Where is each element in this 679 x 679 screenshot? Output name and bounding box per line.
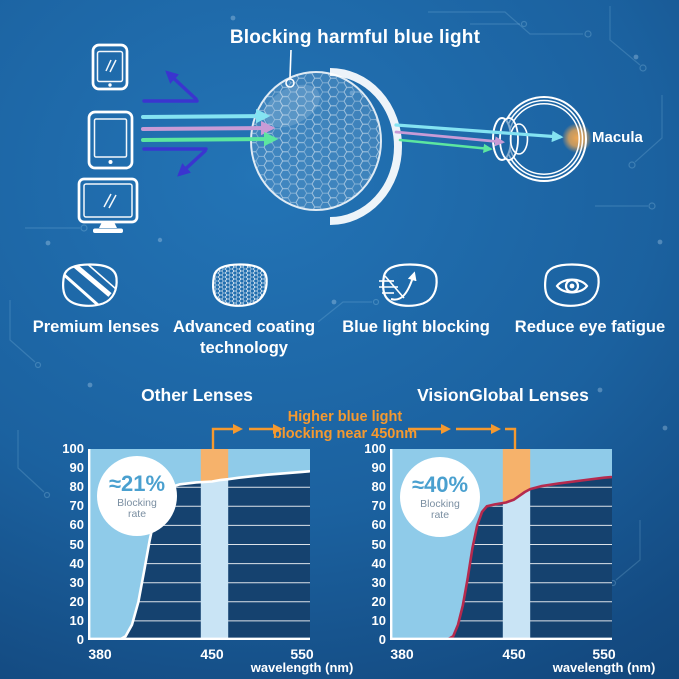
honeycomb-coating	[252, 73, 380, 209]
y-tick-label: 0	[378, 632, 386, 647]
main-title: Blocking harmful blue light	[229, 27, 481, 48]
cyan-ray-incoming	[141, 108, 271, 124]
smartphone-icon	[91, 43, 129, 91]
reflected-blue-light-arrow-top	[165, 70, 198, 101]
x-tick-label: 550	[592, 646, 616, 662]
left-blocking-rate-sublabel: Blocking rate	[117, 497, 157, 520]
feature-label-premium-lenses: Premium lenses	[32, 318, 160, 336]
y-tick-label: 80	[69, 479, 84, 495]
annotation-line-2: blocking near 450nm	[272, 425, 418, 442]
x-tick-label: 450	[200, 646, 224, 662]
monitor-icon	[77, 177, 139, 233]
y-tick-label: 30	[69, 574, 84, 590]
device-icons	[77, 43, 139, 233]
blocking-annotation: Higher blue light blocking near 450nm	[270, 409, 420, 442]
right-blocking-rate-value: ≈40%	[411, 472, 469, 497]
left-blocking-rate-badge: ≈21% Blocking rate	[97, 456, 177, 536]
y-tick-label: 50	[371, 536, 386, 552]
advanced-coating-icon	[212, 263, 268, 307]
transmission-curve	[400, 475, 612, 640]
y-tick-label: 10	[69, 612, 84, 628]
eye-diagram	[492, 96, 592, 182]
right-blocking-rate-badge: ≈40% Blocking rate	[400, 457, 480, 537]
y-tick-label: 0	[76, 632, 84, 647]
x-tick-label: 380	[88, 646, 112, 662]
right-blocking-rate-sublabel: Blocking rate	[420, 498, 460, 521]
macula-glow	[562, 123, 592, 153]
y-tick-label: 50	[69, 536, 84, 552]
x-tick-label: 380	[390, 646, 414, 662]
reflected-blue-light-arrow-bottom	[177, 149, 207, 177]
y-tick-label: 40	[69, 555, 84, 571]
eye-lens	[509, 123, 529, 155]
y-tick-label: 70	[69, 498, 84, 514]
left-chart-xlabel: wavelength (nm)	[250, 660, 354, 675]
y-tick-label: 80	[371, 479, 386, 495]
tablet-icon	[87, 110, 134, 170]
blue-light-blocking-icon	[379, 263, 438, 307]
cyan-ray-to-macula	[394, 123, 564, 143]
lens-rim	[329, 68, 402, 225]
green-ray-to-eye	[398, 138, 493, 154]
cornea	[492, 117, 512, 161]
macula-label: Macula	[592, 129, 643, 146]
feature-label-blue-light-blocking: Blue light blocking	[342, 318, 490, 336]
visionglobal-lenses-chart: 0 10 20 30 40 50 60 70 80 90 100 380 450 550 wavelen…	[357, 440, 657, 679]
y-tick-label: 100	[364, 441, 386, 456]
y-tick-label: 20	[69, 593, 84, 609]
y-tick-label: 30	[371, 574, 386, 590]
y-tick-label: 70	[371, 498, 386, 514]
y-tick-label: 10	[371, 612, 386, 628]
title-pointer-line	[285, 49, 295, 88]
other-lenses-chart: 0 10 20 30 40 50 60 70 80 90 100 380 450 550 wavelen…	[55, 440, 355, 679]
annotation-line-1: Higher blue light	[287, 409, 403, 425]
y-tick-label: 90	[69, 460, 84, 476]
coated-lens-graphic	[250, 68, 402, 225]
left-blocking-rate-value: ≈21%	[108, 471, 166, 496]
x-tick-label: 450	[502, 646, 526, 662]
right-chart-xlabel: wavelength (nm)	[552, 660, 656, 675]
y-tick-label: 100	[62, 441, 84, 456]
pink-ray-incoming	[141, 120, 276, 136]
green-ray-incoming	[141, 131, 279, 147]
y-tick-label: 60	[69, 517, 84, 533]
x-tick-label: 550	[290, 646, 314, 662]
y-tick-label: 40	[371, 555, 386, 571]
feature-label-advanced-coating: Advanced coating technology	[172, 318, 316, 357]
right-chart-title: VisionGlobal Lenses	[417, 385, 589, 405]
feature-label-reduce-eye-fatigue: Reduce eye fatigue	[514, 318, 666, 336]
light-rays	[141, 70, 564, 177]
left-chart-title: Other Lenses	[141, 385, 253, 405]
y-tick-label: 20	[371, 593, 386, 609]
pink-ray-to-eye	[394, 130, 506, 147]
y-tick-label: 60	[371, 517, 386, 533]
reduce-eye-fatigue-icon	[544, 263, 600, 307]
premium-lenses-icon	[62, 263, 118, 307]
y-tick-label: 90	[371, 460, 386, 476]
